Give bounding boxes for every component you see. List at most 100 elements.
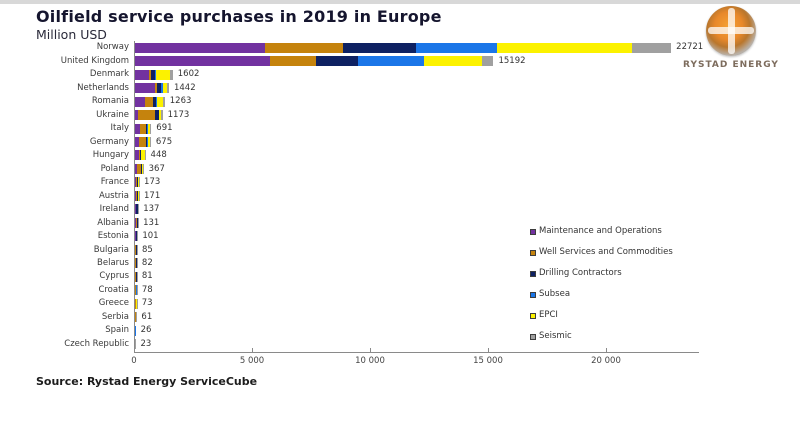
bar-segment <box>140 150 145 161</box>
legend-swatch-icon <box>530 291 536 298</box>
stacked-bar <box>135 150 146 161</box>
bar-segment <box>136 231 137 242</box>
stacked-bar <box>135 244 137 255</box>
bar-value-label: 15192 <box>498 55 526 66</box>
country-label: Estonia <box>97 231 129 242</box>
bar-row: Netherlands 1442 <box>30 81 703 94</box>
x-axis-tick-label: 0 <box>131 356 137 366</box>
bar-segment <box>135 190 138 201</box>
legend-item: Subsea <box>530 284 673 305</box>
bar-segment <box>161 83 163 94</box>
bar-row: Germany 675 <box>30 135 703 148</box>
bar-row: Czech Republic 23 <box>30 337 703 350</box>
bar-segment <box>146 137 148 148</box>
bar-value-label: 78 <box>141 284 153 295</box>
bar-segment <box>135 204 136 215</box>
bar-segment <box>482 56 494 67</box>
legend-item: Drilling Contractors <box>530 263 673 284</box>
bar-row: Ukraine 1173 <box>30 108 703 121</box>
chart-title: Oilfield service purchases in 2019 in Eu… <box>36 7 442 26</box>
stacked-bar <box>135 258 137 269</box>
country-label: Romania <box>91 96 129 107</box>
bar-segment <box>135 258 137 269</box>
window-top-edge <box>0 0 800 4</box>
country-label: France <box>100 177 129 188</box>
country-label: Hungary <box>92 150 129 161</box>
bar-row: Hungary 448 <box>30 149 703 162</box>
country-label: Netherlands <box>77 82 129 93</box>
bar-segment <box>139 150 141 161</box>
bar-row: Croatia 78 <box>30 283 703 296</box>
bar-value-label: 448 <box>150 150 167 161</box>
bar-segment <box>140 163 142 174</box>
x-axis-tick <box>606 348 607 352</box>
bar-segment <box>135 190 136 201</box>
bar-segment <box>163 96 165 107</box>
x-axis-tick <box>488 348 489 352</box>
legend: Maintenance and Operations Well Services … <box>530 221 673 347</box>
bar-row: Romania 1263 <box>30 95 703 108</box>
stacked-bar <box>135 123 152 134</box>
bar-row: Ireland 137 <box>30 203 703 216</box>
source-note: Source: Rystad Energy ServiceCube <box>36 375 258 388</box>
legend-label: Maintenance and Operations <box>539 226 662 237</box>
legend-swatch-icon <box>530 249 536 256</box>
country-label: Ireland <box>99 204 129 215</box>
bar-value-label: 73 <box>141 298 153 309</box>
stacked-bar <box>135 163 144 174</box>
bar-row: Poland 367 <box>30 162 703 175</box>
bar-row: Denmark 1602 <box>30 68 703 81</box>
country-label: Belarus <box>97 257 129 268</box>
country-label: Serbia <box>101 311 129 322</box>
bar-segment <box>141 163 143 174</box>
bar-row: Cyprus 81 <box>30 270 703 283</box>
legend-label: EPCI <box>539 310 558 321</box>
bar-value-label: 675 <box>155 136 173 147</box>
stacked-bar <box>135 110 163 121</box>
bar-segment <box>157 83 162 94</box>
bar-value-label: 367 <box>148 163 165 174</box>
country-label: Spain <box>105 325 129 336</box>
stacked-bar <box>135 285 137 296</box>
bar-segment <box>156 69 170 80</box>
bar-segment <box>135 231 136 242</box>
legend-label: Seismic <box>539 331 572 342</box>
bar-segment <box>135 298 136 309</box>
bar-segment <box>147 137 150 148</box>
bar-segment <box>136 258 137 269</box>
legend-label: Drilling Contractors <box>539 268 622 279</box>
bar-row: Italy 691 <box>30 122 703 135</box>
bar-segment <box>138 110 155 121</box>
bar-value-label: 22721 <box>676 42 704 53</box>
bar-segment <box>135 69 150 80</box>
stacked-bar <box>135 56 494 67</box>
bar-segment <box>139 137 147 148</box>
bar-segment <box>135 110 139 121</box>
bar-value-label: 23 <box>140 338 152 349</box>
bar-segment <box>166 83 169 94</box>
bar-segment <box>135 83 156 94</box>
country-label: Cyprus <box>99 271 129 282</box>
y-axis-line <box>134 41 135 352</box>
bar-segment <box>149 69 152 80</box>
bar-segment <box>140 123 146 134</box>
bar-row: United Kingdom 15192 <box>30 54 703 67</box>
country-label: Norway <box>96 42 129 53</box>
bar-segment <box>135 204 137 215</box>
globe-icon <box>706 6 756 56</box>
bar-segment <box>264 42 343 53</box>
legend-item: Well Services and Commodities <box>530 242 673 263</box>
bar-segment <box>136 204 138 215</box>
stacked-bar <box>135 42 672 53</box>
country-label: Czech Republic <box>64 338 129 349</box>
stacked-bar <box>135 231 138 242</box>
bar-segment <box>147 123 151 134</box>
stacked-bar <box>135 96 165 107</box>
bar-segment <box>135 271 137 282</box>
stacked-bar <box>135 312 137 323</box>
bar-segment <box>155 96 157 107</box>
bar-value-label: 1263 <box>169 96 192 107</box>
country-label: United Kingdom <box>60 55 129 66</box>
bar-segment <box>155 69 157 80</box>
bar-row: Spain 26 <box>30 324 703 337</box>
